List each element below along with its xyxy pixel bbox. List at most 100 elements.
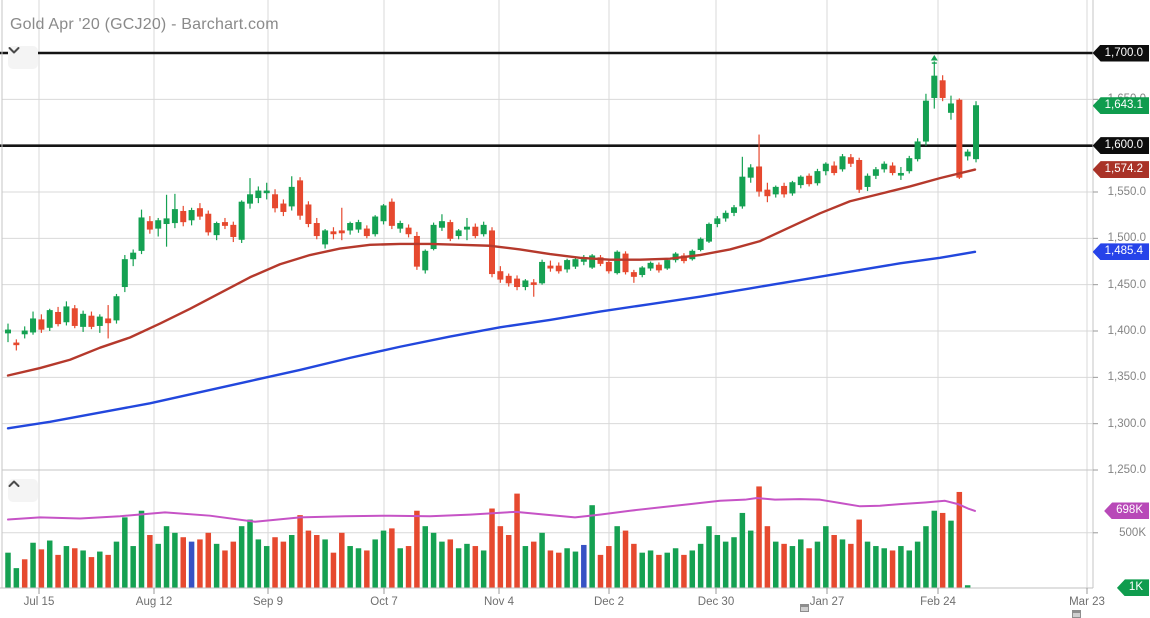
volume-bar: [881, 548, 887, 588]
price-flag-15742: 1,574.2: [1092, 161, 1149, 179]
candle-body: [572, 259, 579, 267]
volume-bar: [864, 541, 871, 588]
volume-bar: [556, 552, 562, 588]
price-flag-16000: 1,600.0: [1092, 137, 1149, 155]
volume-bar: [305, 530, 312, 588]
volume-axis-label: 500K: [1119, 526, 1146, 539]
candle-body: [180, 210, 187, 223]
volume-bar: [130, 546, 136, 588]
candle-body: [914, 141, 921, 160]
candle-body: [80, 313, 87, 327]
volume-bar: [564, 548, 570, 588]
price-axis-label: 1,450.0: [1107, 278, 1146, 291]
collapse-price-panel-button[interactable]: [8, 46, 38, 69]
candle-body: [489, 230, 496, 275]
collapse-volume-panel-button[interactable]: [8, 479, 38, 502]
volume-bar: [38, 549, 45, 588]
volume-bar: [731, 537, 737, 588]
price-flag-698K: 698K: [1104, 502, 1149, 520]
volume-bar: [464, 543, 470, 588]
candle-body: [121, 259, 128, 288]
candle-body: [255, 190, 262, 199]
candle-body: [196, 208, 203, 217]
candle-body: [330, 231, 337, 235]
volume-bar: [5, 552, 11, 588]
volume-bar: [314, 535, 320, 588]
candle-body: [96, 316, 103, 326]
candle-body: [155, 220, 162, 229]
volume-bar: [505, 535, 512, 588]
volume-bar: [672, 548, 679, 588]
volume-bar: [322, 539, 328, 588]
volume-bar: [581, 544, 587, 588]
volume-bar: [238, 526, 245, 588]
volume-bar: [180, 537, 186, 588]
candle-body: [564, 260, 571, 270]
candle-body: [847, 157, 854, 164]
candle-body: [205, 213, 212, 233]
candle-body: [38, 319, 45, 330]
candle-body: [939, 80, 946, 98]
calendar-event-icon[interactable]: [1072, 610, 1081, 618]
calendar-event-icon-detail: [1073, 613, 1080, 617]
price-flag-16431: 1,643.1: [1092, 97, 1149, 115]
candle-body: [263, 190, 270, 194]
candle-body: [171, 209, 178, 224]
candle-body: [21, 330, 28, 335]
volume-bar: [63, 546, 70, 588]
candle-body: [956, 99, 963, 178]
volume-bar: [814, 541, 821, 588]
candle-body: [88, 315, 95, 327]
candle-body: [13, 342, 20, 346]
calendar-event-icon[interactable]: [800, 604, 809, 612]
candle-body: [897, 172, 904, 176]
price-flag-14854: 1,485.4: [1092, 243, 1149, 261]
candle-body: [105, 318, 112, 324]
candle-body: [455, 230, 462, 237]
candle-body: [781, 185, 788, 195]
volume-bar: [188, 541, 195, 588]
candle-body: [530, 282, 537, 285]
volume-bar: [380, 530, 387, 588]
candle-body: [814, 171, 821, 184]
candle-body: [30, 318, 37, 333]
candle-body: [130, 252, 137, 260]
volume-bar: [80, 550, 86, 588]
candle-body: [438, 221, 445, 228]
volume-bar: [455, 548, 462, 588]
candle-body: [338, 230, 345, 234]
candle-body: [138, 217, 145, 251]
price-axis-label: 1,400.0: [1107, 325, 1146, 337]
candle-body: [522, 280, 529, 288]
candle-body: [280, 203, 287, 212]
volume-bar: [138, 510, 145, 588]
volume-bar: [46, 540, 53, 588]
volume-bar: [722, 541, 729, 588]
volume-bar: [422, 526, 428, 588]
date-axis-label: Jan 27: [809, 596, 845, 608]
candle-body: [697, 238, 704, 250]
volume-bar: [364, 550, 370, 588]
candle-body: [163, 218, 170, 225]
candle-body: [797, 176, 804, 186]
price-axis-label: 1,350.0: [1107, 371, 1146, 384]
volume-bar: [647, 550, 654, 588]
candle-body: [714, 218, 721, 225]
candle-body: [430, 224, 437, 250]
candle-body: [555, 265, 562, 272]
candle-body: [789, 182, 796, 194]
candle-body: [480, 224, 487, 235]
candle-body: [221, 222, 228, 226]
volume-bar: [823, 526, 829, 588]
volume-bar: [72, 548, 78, 588]
candle-body: [547, 265, 554, 269]
volume-bar: [113, 541, 120, 588]
candle-body: [297, 180, 304, 216]
candle-body: [806, 175, 813, 185]
ma-blue-line: [6, 250, 977, 430]
volume-bar: [806, 548, 812, 588]
volume-bar: [30, 542, 36, 588]
date-axis-label: Oct 7: [370, 596, 398, 608]
